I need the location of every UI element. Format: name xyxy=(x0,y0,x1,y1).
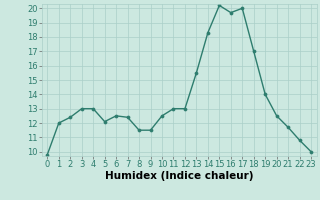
X-axis label: Humidex (Indice chaleur): Humidex (Indice chaleur) xyxy=(105,171,253,181)
